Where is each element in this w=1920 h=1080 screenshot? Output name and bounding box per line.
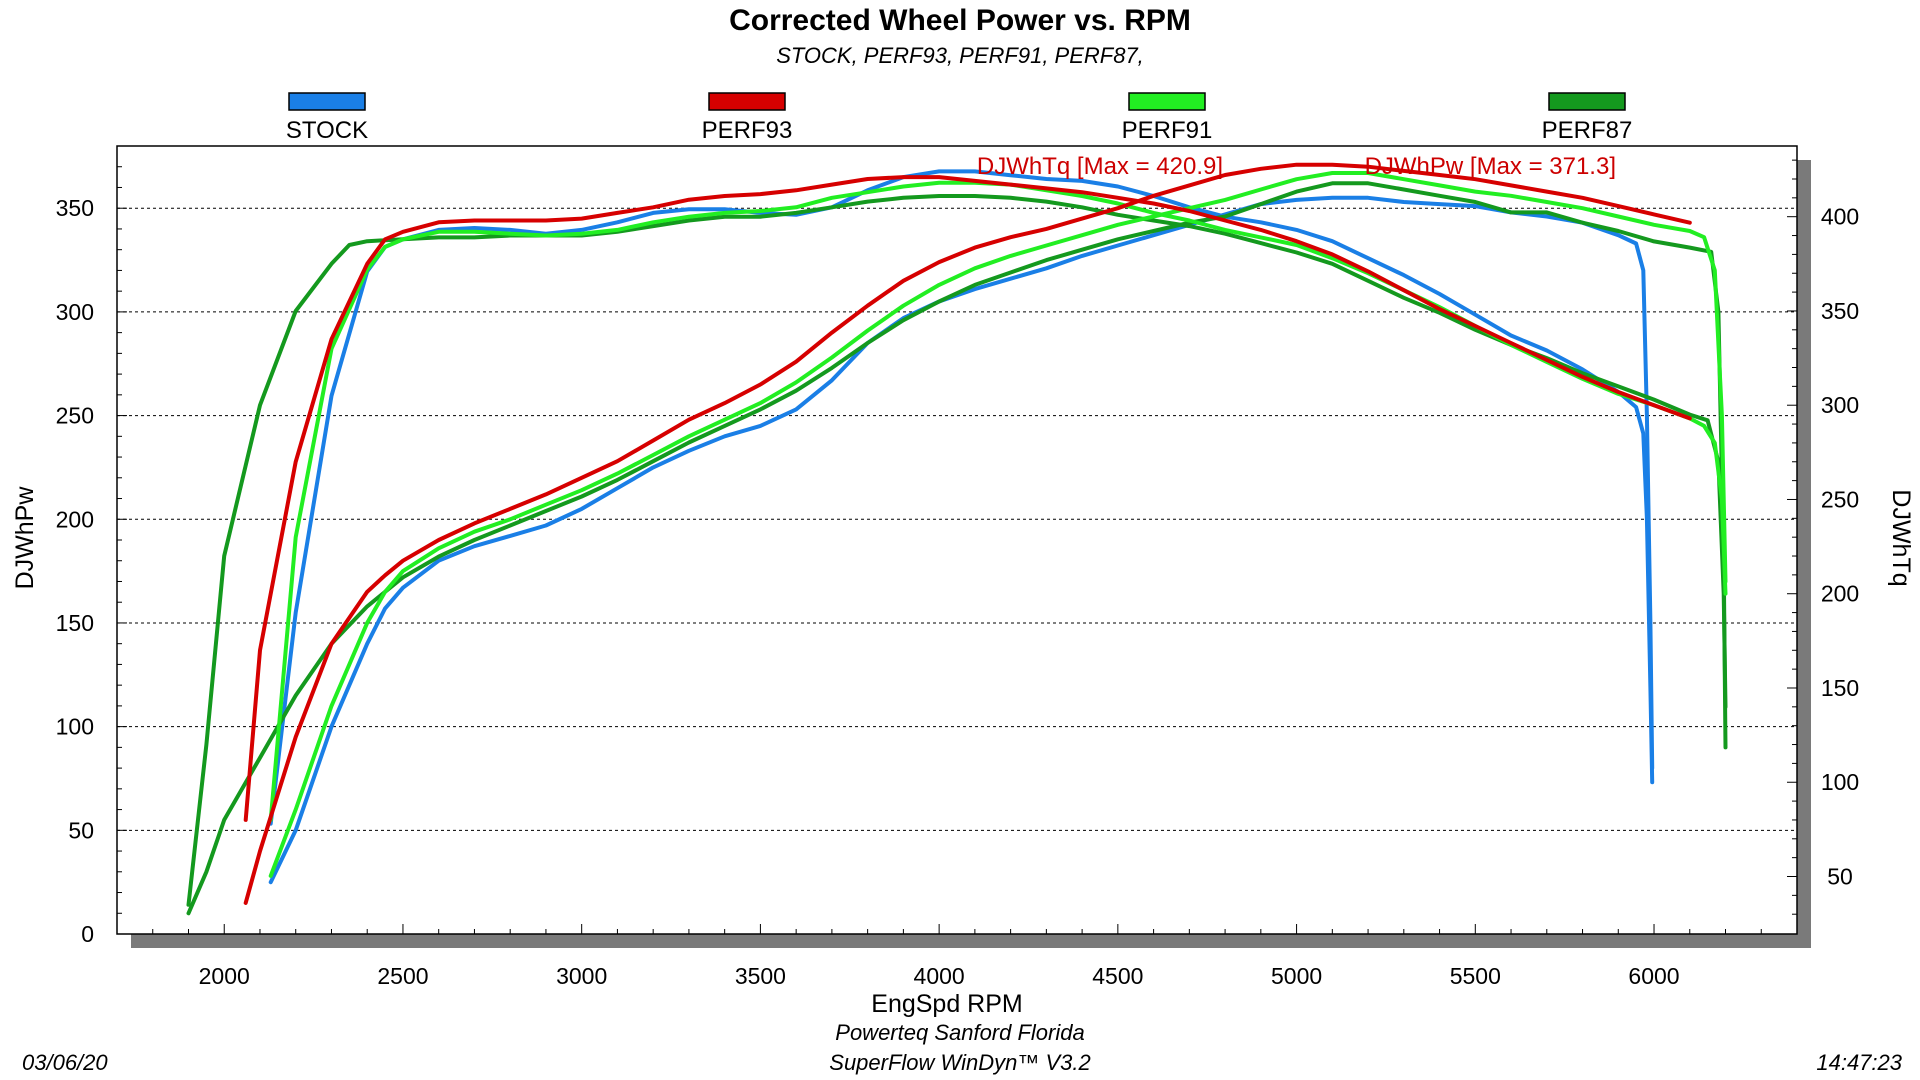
y-right-tick-label: 100 (1821, 769, 1859, 795)
y-right-tick-label: 50 (1827, 864, 1853, 890)
legend-swatch-perf91 (1128, 92, 1206, 111)
y-right-tick-label: 350 (1821, 298, 1859, 324)
x-tick-label: 4000 (914, 963, 965, 989)
legend-label-perf91: PERF91 (1122, 117, 1213, 144)
x-tick-label: 2500 (377, 963, 428, 989)
y-axis-left-title: DJWhPw (11, 486, 39, 590)
y-left-tick-label: 200 (56, 506, 94, 532)
series-line-stock-power (268, 195, 1655, 885)
y-right-tick-label: 150 (1821, 675, 1859, 701)
footer-time: 14:47:23 (1816, 1050, 1902, 1075)
y-right-tick-label: 250 (1821, 486, 1859, 512)
torque-max-annotation: DJWhTq [Max = 420.9] (977, 153, 1223, 180)
series-lines (186, 162, 1728, 916)
y-left-tick-label: 0 (81, 921, 94, 947)
legend-swatch-perf87 (1548, 92, 1626, 111)
x-tick-label: 3500 (735, 963, 786, 989)
legend-swatch-perf93 (708, 92, 786, 111)
x-tick-label: 3000 (556, 963, 607, 989)
y-left-tick-label: 300 (56, 299, 94, 325)
legend-label-stock: STOCK (286, 117, 368, 144)
y-left-tick-label: 250 (56, 403, 94, 429)
series-line-perf91-power (268, 171, 1728, 878)
x-tick-label: 2000 (199, 963, 250, 989)
footer-date: 03/06/20 (22, 1050, 108, 1075)
legend-label-perf93: PERF93 (702, 117, 793, 144)
series-line-perf93-power (243, 162, 1692, 905)
series-line-stock-torque (268, 169, 1655, 826)
y-right-tick-label: 300 (1821, 392, 1859, 418)
chart-subtitle: STOCK, PERF93, PERF91, PERF87, (776, 43, 1144, 68)
x-axis: 2000 2500 3000 3500 4000 4500 5000 5500 6000 (199, 963, 1680, 989)
y-right-tick-label: 400 (1821, 204, 1859, 230)
grid (117, 207, 1797, 831)
y-right-tick-label: 200 (1821, 581, 1859, 607)
x-tick-label: 4500 (1092, 963, 1143, 989)
legend-label-perf87: PERF87 (1542, 117, 1633, 144)
x-tick-label: 5500 (1450, 963, 1501, 989)
y-left-tick-label: 150 (56, 610, 94, 636)
x-tick-label: 5000 (1271, 963, 1322, 989)
footer-shop: Powerteq Sanford Florida (835, 1020, 1084, 1045)
legend: STOCK PERF93 PERF91 PERF87 (286, 92, 1633, 144)
y-axis-right: 50 100 150 200 250 300 350 400 (1821, 204, 1859, 890)
x-tick-label: 6000 (1628, 963, 1679, 989)
y-axis-left: 0 50 100 150 200 250 300 350 (56, 195, 94, 947)
y-left-tick-label: 50 (68, 817, 94, 843)
chart-title: Corrected Wheel Power vs. RPM (729, 4, 1191, 37)
y-left-tick-label: 100 (56, 714, 94, 740)
x-axis-title: EngSpd RPM (871, 990, 1022, 1018)
legend-swatch-stock (288, 92, 366, 111)
y-left-tick-label: 350 (56, 195, 94, 221)
minor-ticks (117, 159, 1797, 934)
footer-software: SuperFlow WinDyn™ V3.2 (829, 1050, 1090, 1075)
y-axis-right-title: DJWhTq (1887, 489, 1915, 586)
series-line-perf93-torque (243, 175, 1692, 822)
series-line-perf87-power (186, 181, 1728, 916)
power-max-annotation: DJWhPw [Max = 371.3] (1365, 153, 1616, 180)
